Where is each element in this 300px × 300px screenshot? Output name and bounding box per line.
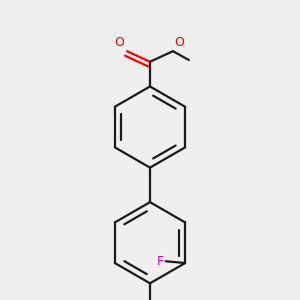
Text: F: F [157, 255, 164, 268]
Text: O: O [114, 36, 124, 50]
Text: O: O [175, 36, 184, 50]
